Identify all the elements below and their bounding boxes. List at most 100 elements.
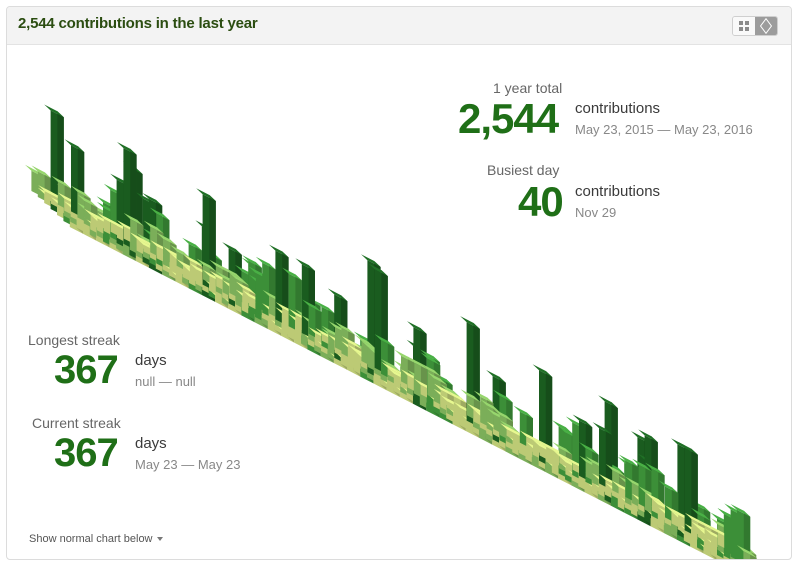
longest-streak-value: 367 [54, 348, 119, 392]
bar-top-face [196, 258, 217, 272]
panel-title: 2,544 contributions in the last year [18, 15, 258, 32]
grid-icon [739, 21, 749, 31]
bar-top-face [526, 434, 547, 447]
bar-side-face [691, 448, 698, 537]
bar-top-face [592, 422, 613, 435]
day-bar [730, 504, 751, 559]
bar-top-face [532, 364, 553, 377]
busiest-day-value: 40 [518, 178, 564, 225]
bar-top-face [157, 232, 177, 246]
bar-top-face [229, 272, 249, 286]
bar-top-face [691, 507, 711, 521]
bar-top-face [368, 263, 388, 277]
show-normal-chart-label: Show normal chart below [29, 533, 153, 545]
bar-top-face [327, 288, 348, 302]
show-normal-chart-link[interactable]: Show normal chart below [29, 533, 163, 545]
bar-top-face [632, 458, 652, 472]
bar-top-face [552, 442, 573, 455]
bar-top-face [730, 504, 751, 517]
bar-top-face [209, 259, 229, 273]
panel-header: 2,544 contributions in the last year [7, 7, 791, 45]
bar-top-face [552, 420, 572, 433]
bar-top-face [737, 545, 757, 558]
bar-top-face [427, 372, 447, 385]
bar-top-face [598, 395, 618, 409]
bar-top-face [255, 256, 276, 270]
bar-top-face [440, 384, 460, 397]
bar-top-face [269, 244, 289, 258]
longest-streak-range: null — null [135, 374, 196, 389]
bar-top-face [149, 207, 170, 221]
year-total-unit: contributions [575, 100, 661, 117]
bar-top-face [499, 420, 520, 433]
bar-top-face [355, 334, 375, 348]
bar-side-face [605, 428, 613, 491]
bar-top-face [143, 220, 164, 234]
bar-top-face [645, 462, 665, 476]
bar-top-face [374, 334, 395, 347]
bar-top-face [407, 356, 428, 370]
busiest-day-label: Busiest day [487, 162, 560, 178]
bar-top-face [183, 254, 203, 268]
bar-top-face [381, 361, 401, 375]
bar-top-face [71, 185, 91, 199]
bar-top-face [182, 237, 202, 251]
bar-top-face [64, 139, 85, 153]
bar-top-face [123, 213, 144, 226]
bar-top-face [381, 359, 401, 372]
current-streak-range: May 23 — May 23 [135, 457, 241, 472]
bar-top-face [493, 408, 513, 422]
bar-top-face [447, 390, 467, 404]
bar-top-face [645, 492, 665, 506]
bar-top-face [480, 399, 500, 413]
bar-top-face [341, 336, 362, 349]
caret-down-icon [156, 537, 163, 542]
bar-top-face [130, 232, 151, 246]
bar-top-face [236, 281, 256, 295]
year-total-label: 1 year total [493, 80, 563, 96]
bar-top-face [302, 299, 322, 313]
bar-top-face [460, 316, 480, 329]
bar-top-face [420, 349, 440, 363]
bar-top-face [605, 464, 626, 477]
bar-top-face [295, 258, 315, 271]
bar-top-face [222, 242, 242, 255]
bar-top-face [513, 405, 533, 419]
bar-top-face [638, 429, 658, 443]
bar-top-face [223, 266, 243, 280]
bar-top-face [394, 349, 415, 363]
day-bar [592, 422, 613, 491]
busiest-day-unit: contributions [575, 183, 661, 200]
bar-top-face [579, 442, 599, 455]
bar-top-face [698, 519, 718, 533]
longest-streak-label: Longest streak [28, 332, 120, 348]
bar-side-face [743, 510, 751, 559]
day-bar [737, 545, 757, 559]
bar-top-face [315, 300, 335, 314]
bar-top-face [282, 267, 302, 281]
bar-top-face [117, 142, 137, 155]
bar-top-face [434, 383, 454, 397]
longest-streak-unit: days [135, 352, 167, 369]
bar-top-face [242, 255, 262, 268]
bar-top-face [553, 450, 573, 464]
bar-top-face [335, 321, 355, 335]
bar-top-face [678, 441, 698, 455]
bar-top-face [493, 389, 513, 403]
3d-view-button[interactable] [755, 17, 777, 35]
bar-top-face [77, 194, 98, 208]
current-streak-value: 367 [54, 431, 119, 475]
bar-top-face [486, 370, 506, 383]
bar-top-face [658, 480, 679, 494]
bar-top-face [407, 321, 427, 334]
contributions-panel: 2,544 contributions in the last year 1 y… [6, 6, 792, 560]
bar-top-face [473, 390, 494, 404]
view-toggle[interactable] [732, 16, 778, 36]
current-streak-unit: days [135, 435, 167, 452]
bar-top-face [420, 352, 441, 366]
bar-top-face [51, 175, 71, 189]
year-total-range: May 23, 2015 — May 23, 2016 [575, 122, 753, 137]
grid-view-button[interactable] [733, 17, 755, 35]
bar-top-face [619, 454, 639, 468]
bar-top-face [460, 389, 481, 402]
